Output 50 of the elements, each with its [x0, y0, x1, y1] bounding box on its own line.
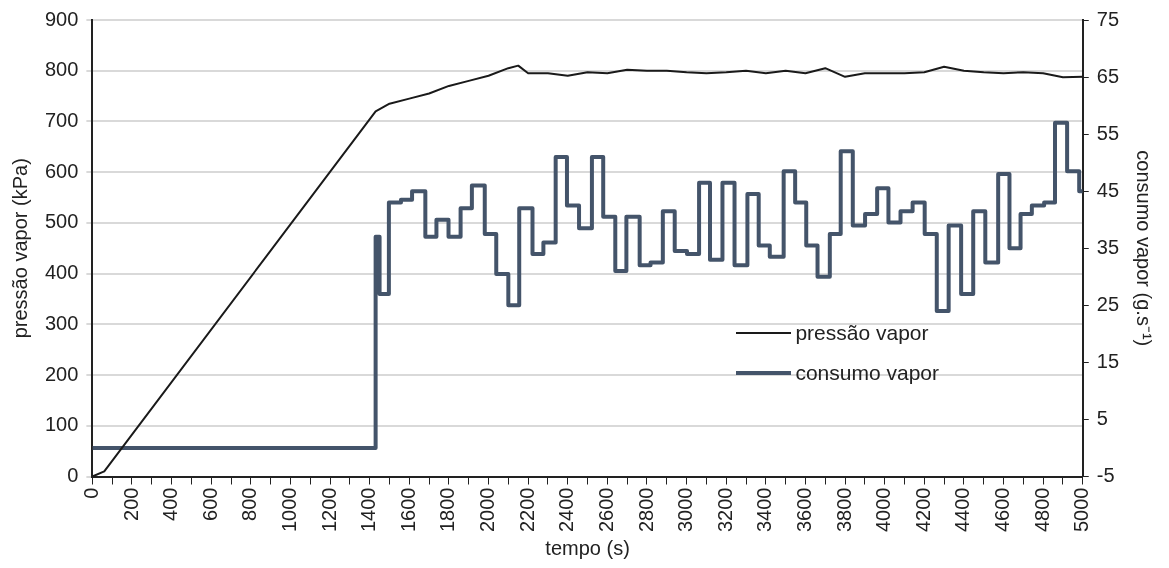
y-axis-title: pressão vapor (kPa) [8, 158, 31, 339]
y-tick-label: 200 [44, 362, 79, 385]
x-tick-label: 4000 [872, 487, 895, 533]
y2-tick-label: 5 [1096, 406, 1108, 429]
x-tick-label: 2200 [515, 487, 538, 533]
y2-tick-label: 45 [1096, 178, 1119, 201]
x-tick-label: 200 [119, 487, 142, 521]
y2-tick-label: -5 [1096, 464, 1115, 487]
x-tick-label: 400 [159, 487, 182, 521]
x-tick-label: 5000 [1070, 487, 1093, 533]
x-tick-label: 3200 [713, 487, 736, 533]
y-tick-label: 300 [44, 311, 79, 334]
x-tick-label: 3600 [792, 487, 815, 533]
x-axis-title: tempo (s) [545, 536, 630, 559]
y2-tick-label: 55 [1096, 121, 1119, 144]
x-tick-label: 2800 [634, 487, 657, 533]
x-tick-label: 4400 [951, 487, 974, 533]
y-tick-label: 700 [44, 108, 79, 131]
y2-tick-label: 25 [1096, 292, 1119, 315]
x-tick-label: 600 [198, 487, 221, 521]
y-tick-label: 900 [44, 7, 79, 30]
y-tick-label: 0 [67, 464, 79, 487]
legend-label: pressão vapor [795, 321, 929, 345]
x-tick-label: 1200 [317, 487, 340, 533]
x-tick-label: 1600 [396, 487, 419, 533]
x-tick-label: 3800 [832, 487, 855, 533]
y-tick-label: 500 [44, 210, 79, 233]
x-tick-label: 0 [79, 487, 102, 499]
x-tick-label: 4600 [991, 487, 1014, 533]
x-tick-label: 4800 [1030, 487, 1053, 533]
x-tick-label: 800 [238, 487, 261, 521]
x-tick-label: 2000 [476, 487, 499, 533]
x-tick-label: 1800 [436, 487, 459, 533]
x-tick-label: 1400 [357, 487, 380, 533]
legend-label: consumo vapor [795, 361, 939, 385]
x-tick-label: 1000 [277, 487, 300, 533]
x-tick-label: 3400 [753, 487, 776, 533]
x-tick-label: 2600 [594, 487, 617, 533]
y2-axis-title: consumo vapor (g.s⁻¹) [1133, 150, 1156, 347]
x-tick-label: 4200 [911, 487, 934, 533]
x-tick-label: 3000 [674, 487, 697, 533]
y2-tick-label: 35 [1096, 235, 1119, 258]
y-tick-label: 600 [44, 159, 79, 182]
y-tick-label: 100 [44, 413, 79, 436]
y2-tick-label: 15 [1096, 349, 1119, 372]
y2-tick-label: 65 [1096, 64, 1119, 87]
x-tick-label: 2400 [555, 487, 578, 533]
y2-tick-label: 75 [1096, 7, 1119, 30]
y-tick-label: 400 [44, 261, 79, 284]
y-tick-label: 800 [44, 58, 79, 81]
